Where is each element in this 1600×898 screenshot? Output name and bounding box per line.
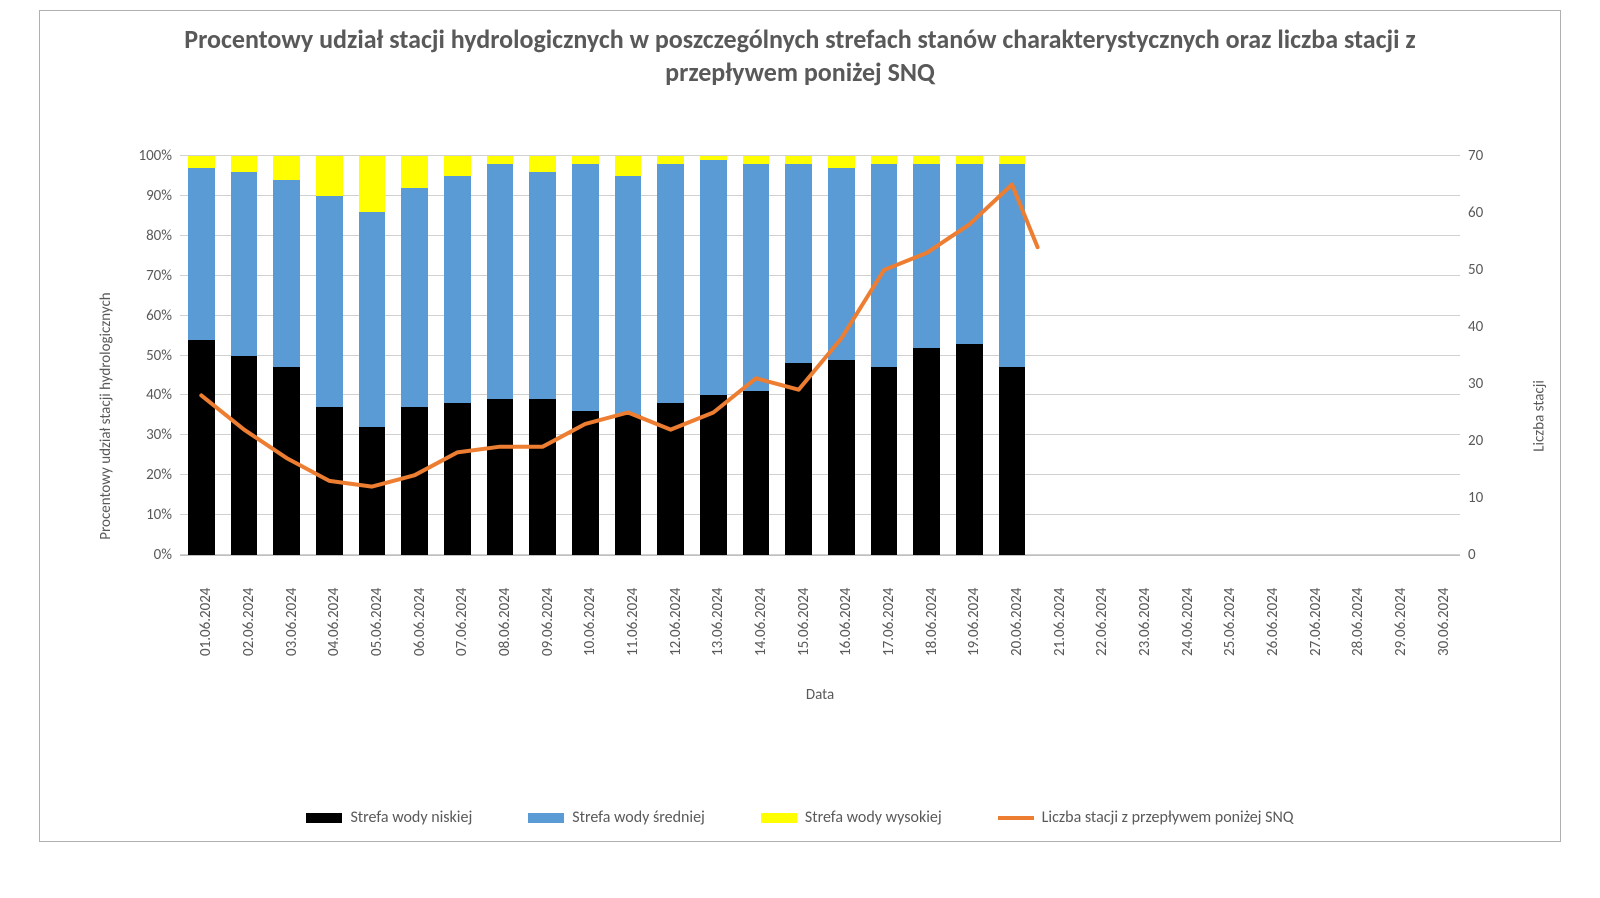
x-tick-label: 02.06.2024: [240, 588, 258, 656]
x-tick-label: 07.06.2024: [453, 588, 471, 656]
legend-label-sredniej: Strefa wody średniej: [572, 808, 705, 827]
x-tick-label: 30.06.2024: [1435, 588, 1453, 656]
y-left-tick: 20%: [146, 466, 172, 484]
legend-swatch-sredniej: [528, 813, 564, 823]
legend: Strefa wody niskiej Strefa wody średniej…: [40, 808, 1560, 827]
legend-item-niskiej: Strefa wody niskiej: [306, 808, 472, 827]
y-right-tick: 60: [1468, 204, 1483, 222]
x-tick-label: 11.06.2024: [624, 588, 642, 656]
y-left-tick: 50%: [146, 347, 172, 365]
legend-item-sredniej: Strefa wody średniej: [528, 808, 705, 827]
x-tick-label: 05.06.2024: [368, 588, 386, 656]
plot-area: 0%10%20%30%40%50%60%70%80%90%100%0102030…: [180, 156, 1460, 556]
y-left-tick: 40%: [146, 386, 172, 404]
line-layer: [180, 156, 1460, 555]
y-left-tick: 80%: [146, 227, 172, 245]
x-tick-label: 08.06.2024: [496, 588, 514, 656]
y-right-tick: 50: [1468, 261, 1483, 279]
y-left-tick: 10%: [146, 506, 172, 524]
chart-container: Procentowy udział stacji hydrologicznych…: [39, 10, 1561, 842]
x-tick-label: 20.06.2024: [1008, 588, 1026, 656]
y-right-tick: 30: [1468, 375, 1483, 393]
y-right-tick: 0: [1468, 546, 1476, 564]
x-tick-label: 15.06.2024: [795, 588, 813, 656]
y-left-tick: 60%: [146, 307, 172, 325]
x-tick-label: 25.06.2024: [1221, 588, 1239, 656]
x-axis-label: Data: [180, 686, 1460, 704]
y-left-axis-label: Procentowy udział stacji hydrologicznych: [97, 292, 115, 539]
x-tick-label: 13.06.2024: [709, 588, 727, 656]
y-left-tick: 30%: [146, 426, 172, 444]
x-tick-label: 18.06.2024: [923, 588, 941, 656]
x-tick-label: 10.06.2024: [581, 588, 599, 656]
x-tick-label: 26.06.2024: [1264, 588, 1282, 656]
x-tick-label: 09.06.2024: [539, 588, 557, 656]
x-tick-label: 29.06.2024: [1392, 588, 1410, 656]
y-left-tick: 0%: [154, 546, 172, 564]
y-right-tick: 70: [1468, 147, 1483, 165]
legend-item-line: Liczba stacji z przepływem poniżej SNQ: [998, 808, 1294, 827]
x-tick-label: 27.06.2024: [1307, 588, 1325, 656]
y-right-tick: 10: [1468, 489, 1483, 507]
legend-label-wysokiej: Strefa wody wysokiej: [805, 808, 942, 827]
y-right-tick: 20: [1468, 432, 1483, 450]
x-tick-label: 16.06.2024: [837, 588, 855, 656]
legend-swatch-wysokiej: [761, 813, 797, 823]
x-tick-label: 01.06.2024: [197, 588, 215, 656]
y-left-tick: 90%: [146, 187, 172, 205]
x-axis-labels: Data 01.06.202402.06.202403.06.202404.06…: [180, 556, 1460, 676]
legend-swatch-niskiej: [306, 813, 342, 823]
x-tick-label: 22.06.2024: [1093, 588, 1111, 656]
y-left-tick: 70%: [146, 267, 172, 285]
chart-title: Procentowy udział stacji hydrologicznych…: [40, 11, 1560, 92]
legend-item-wysokiej: Strefa wody wysokiej: [761, 808, 942, 827]
x-tick-label: 24.06.2024: [1179, 588, 1197, 656]
x-tick-label: 03.06.2024: [283, 588, 301, 656]
x-tick-label: 19.06.2024: [965, 588, 983, 656]
x-tick-label: 23.06.2024: [1136, 588, 1154, 656]
legend-label-line: Liczba stacji z przepływem poniżej SNQ: [1042, 808, 1294, 827]
x-tick-label: 21.06.2024: [1051, 588, 1069, 656]
x-tick-label: 14.06.2024: [752, 588, 770, 656]
x-tick-label: 17.06.2024: [880, 588, 898, 656]
x-tick-label: 06.06.2024: [411, 588, 429, 656]
legend-swatch-line: [998, 816, 1034, 820]
line-series: [201, 185, 1037, 487]
x-tick-label: 28.06.2024: [1349, 588, 1367, 656]
y-right-axis-label: Liczba stacji: [1531, 380, 1549, 452]
x-tick-label: 12.06.2024: [667, 588, 685, 656]
legend-label-niskiej: Strefa wody niskiej: [350, 808, 472, 827]
x-tick-label: 04.06.2024: [325, 588, 343, 656]
plot-area-wrap: Procentowy udział stacji hydrologicznych…: [120, 156, 1500, 676]
y-right-tick: 40: [1468, 318, 1483, 336]
y-left-tick: 100%: [138, 147, 172, 165]
